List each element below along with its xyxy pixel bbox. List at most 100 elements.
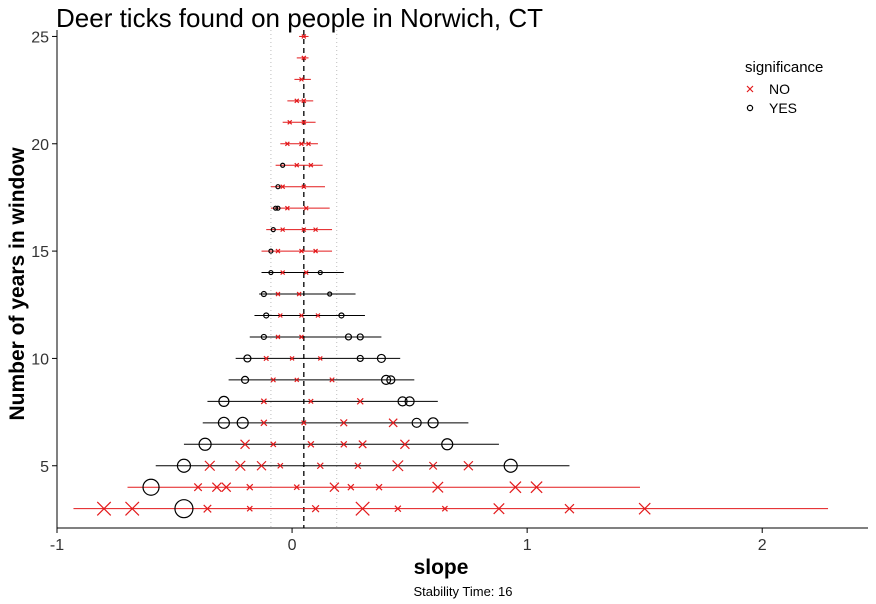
point-no-112 <box>299 76 304 82</box>
point-yes-62 <box>386 375 396 385</box>
point-no-92 <box>280 227 286 233</box>
point-no-81 <box>296 291 302 297</box>
x-ticks: -1 0 1 2 <box>50 528 767 554</box>
point-no-45 <box>260 419 268 427</box>
y-axis-title: Number of years in window <box>6 147 29 421</box>
point-no-25 <box>204 460 216 472</box>
point-yes-24 <box>176 458 192 473</box>
point-no-39 <box>340 440 348 448</box>
point-yes-96 <box>275 205 281 211</box>
point-yes-86 <box>317 269 323 276</box>
point-no-70 <box>275 334 281 340</box>
point-no-13 <box>193 483 203 492</box>
point-no-4 <box>246 505 253 512</box>
point-no-1 <box>125 501 140 516</box>
point-no-58 <box>270 377 276 383</box>
point-yes-82 <box>327 291 333 297</box>
y-tick-label: 15 <box>31 244 49 261</box>
point-no-37 <box>270 441 277 448</box>
point-yes-2 <box>174 499 194 519</box>
reference-lines <box>270 30 338 528</box>
legend: significance NO YES <box>745 59 823 116</box>
point-no-16 <box>246 483 254 491</box>
point-yes-87 <box>268 248 274 254</box>
point-no-113 <box>301 55 307 61</box>
data-points <box>96 34 651 519</box>
chart-title: Deer ticks found on people in Norwich, C… <box>56 3 543 33</box>
point-no-23 <box>530 481 543 494</box>
y-tick-label: 20 <box>31 137 49 154</box>
point-no-28 <box>277 462 284 469</box>
point-no-9 <box>493 503 505 515</box>
point-no-38 <box>307 440 315 448</box>
point-yes-91 <box>270 227 276 233</box>
point-yes-72 <box>344 333 353 341</box>
point-no-108 <box>287 119 293 125</box>
caption: Stability Time: 16 <box>414 584 513 599</box>
point-no-30 <box>354 462 362 470</box>
legend-label-no: NO <box>769 81 790 97</box>
point-yes-42 <box>441 438 454 451</box>
point-yes-63 <box>243 354 252 363</box>
x-tick-label: 1 <box>523 537 532 554</box>
y-tick-label: 5 <box>40 459 49 476</box>
point-yes-43 <box>217 416 231 429</box>
point-no-22 <box>509 481 522 494</box>
point-no-6 <box>355 501 370 516</box>
point-yes-55 <box>397 396 408 407</box>
point-yes-95 <box>273 205 279 211</box>
y-tick-label: 25 <box>31 29 49 46</box>
point-no-77 <box>315 313 321 318</box>
point-no-89 <box>299 248 304 254</box>
point-no-18 <box>329 482 340 493</box>
point-no-98 <box>303 205 309 211</box>
point-no-106 <box>299 141 304 147</box>
point-no-17 <box>293 484 300 491</box>
point-yes-99 <box>275 184 281 190</box>
point-no-10 <box>564 503 575 514</box>
point-no-5 <box>311 504 320 513</box>
point-no-14 <box>211 482 222 493</box>
point-no-41 <box>399 439 410 450</box>
point-no-21 <box>432 481 444 493</box>
x-tick-label: 2 <box>758 537 767 554</box>
legend-marker-no <box>746 85 754 93</box>
point-yes-35 <box>198 437 212 451</box>
point-no-93 <box>301 227 307 233</box>
point-no-84 <box>280 270 286 275</box>
point-yes-78 <box>338 312 345 319</box>
point-no-33 <box>463 460 474 471</box>
point-no-109 <box>301 119 307 125</box>
point-no-105 <box>284 141 290 147</box>
point-no-75 <box>277 313 283 318</box>
x-axis-title: slope <box>414 556 469 579</box>
point-yes-73 <box>356 333 364 341</box>
point-no-107 <box>306 141 311 147</box>
legend-label-yes: YES <box>769 100 797 116</box>
legend-title: significance <box>745 59 823 76</box>
point-no-104 <box>308 162 314 168</box>
point-yes-69 <box>260 333 267 341</box>
point-yes-61 <box>381 374 392 385</box>
point-yes-34 <box>503 458 518 473</box>
point-no-66 <box>317 355 323 361</box>
point-no-19 <box>347 483 355 491</box>
point-no-27 <box>256 460 267 471</box>
range-lines <box>73 35 829 510</box>
point-yes-68 <box>376 353 386 364</box>
point-no-48 <box>388 418 398 428</box>
point-no-26 <box>235 460 246 472</box>
point-no-20 <box>375 483 383 491</box>
point-no-88 <box>275 248 281 254</box>
point-no-110 <box>294 98 300 104</box>
point-no-36 <box>240 439 250 450</box>
point-no-52 <box>260 398 267 405</box>
point-no-94 <box>313 227 319 233</box>
point-no-100 <box>280 184 286 190</box>
point-no-3 <box>203 504 212 513</box>
point-yes-50 <box>427 417 439 429</box>
point-yes-83 <box>268 269 274 276</box>
point-no-111 <box>301 98 307 104</box>
point-no-53 <box>308 398 314 405</box>
